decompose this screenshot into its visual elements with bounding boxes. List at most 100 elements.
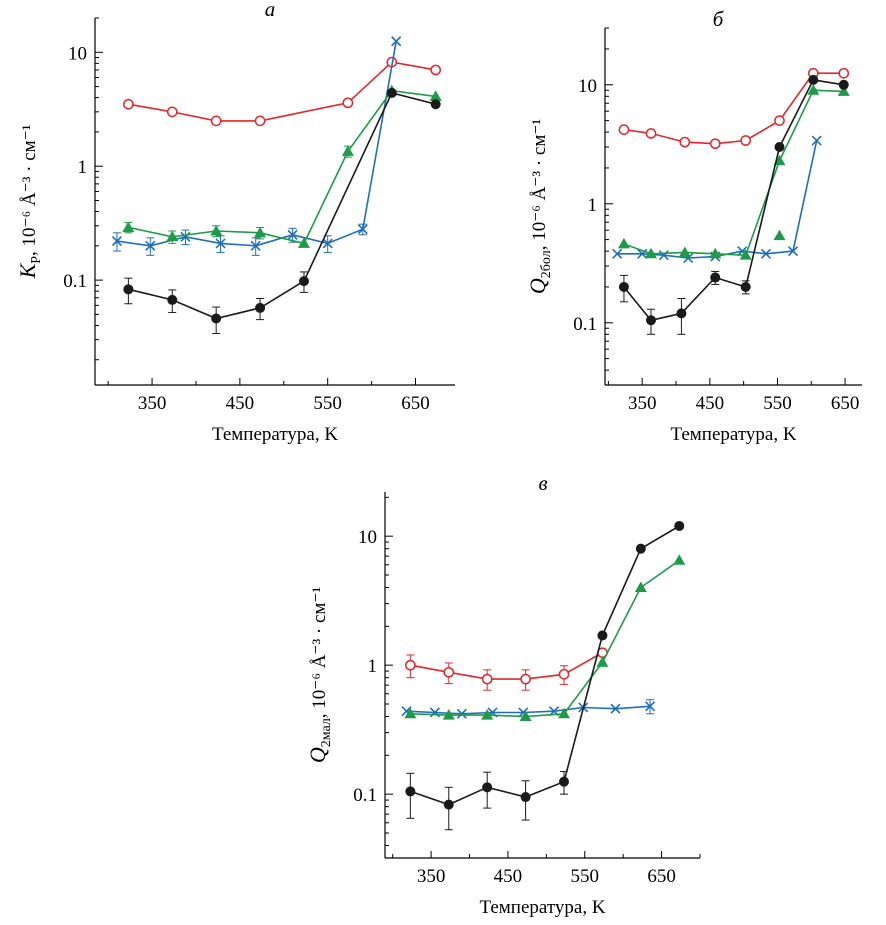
x-tick-label: 350 xyxy=(417,866,446,887)
data-point xyxy=(405,659,416,671)
data-point xyxy=(404,707,417,719)
series-3 xyxy=(617,84,850,260)
data-point xyxy=(760,248,772,259)
y-axis-label: KP, 10⁻⁶ Å⁻³ · см⁻¹ xyxy=(15,124,44,279)
x-tick-label: 350 xyxy=(138,393,167,414)
data-point xyxy=(443,666,455,678)
x-tick-label: 650 xyxy=(831,393,860,414)
data-point xyxy=(709,138,721,150)
y-tick-label: 0.1 xyxy=(63,271,87,292)
data-point xyxy=(341,145,354,156)
data-point xyxy=(596,656,609,667)
series-4 xyxy=(405,520,685,831)
panel-label: в xyxy=(538,471,547,495)
series-line xyxy=(410,652,603,680)
data-point xyxy=(634,581,647,593)
data-point xyxy=(481,709,494,720)
data-point xyxy=(808,74,819,85)
data-point xyxy=(298,276,309,287)
x-tick-label: 650 xyxy=(647,866,676,887)
series-line xyxy=(617,140,818,259)
y-tick-label: 1 xyxy=(368,656,378,677)
data-point xyxy=(391,36,402,47)
x-tick-label: 550 xyxy=(571,866,600,887)
data-point xyxy=(838,79,849,90)
data-point xyxy=(774,115,785,126)
y-tick-label: 1 xyxy=(588,195,598,216)
data-point xyxy=(637,248,648,259)
series-1 xyxy=(405,647,608,691)
y-tick-label: 1 xyxy=(78,157,88,178)
data-point xyxy=(430,64,442,76)
y-tick-label: 10 xyxy=(578,76,597,97)
data-point xyxy=(679,136,691,148)
x-axis-label: Температура, K xyxy=(212,424,338,445)
data-point xyxy=(740,281,751,292)
x-axis-label: Температура, K xyxy=(479,897,605,918)
x-tick-label: 450 xyxy=(226,393,255,414)
data-point xyxy=(167,294,178,305)
data-point xyxy=(254,115,266,127)
data-point xyxy=(774,142,785,152)
data-point xyxy=(180,231,191,242)
data-point xyxy=(709,247,722,259)
data-point xyxy=(837,85,850,96)
series-line xyxy=(623,79,844,322)
data-point xyxy=(430,99,441,110)
series-line xyxy=(128,91,436,320)
data-point xyxy=(558,707,571,719)
panel-label: а xyxy=(265,0,276,21)
data-point xyxy=(644,701,656,712)
series-3 xyxy=(404,554,686,722)
data-point xyxy=(287,229,298,240)
data-point xyxy=(166,106,178,118)
data-point xyxy=(210,224,223,236)
panel-2: 350 450 550 650 0.1 1 10 б Температура, K Q2бол, … xyxy=(525,7,862,445)
data-point xyxy=(674,520,685,531)
series-3 xyxy=(122,84,442,248)
data-point xyxy=(123,284,134,295)
series-line xyxy=(410,525,680,806)
data-point xyxy=(482,782,493,793)
data-point xyxy=(773,229,786,241)
data-point xyxy=(211,313,222,324)
data-point xyxy=(357,224,368,235)
series-line xyxy=(410,559,680,718)
data-point xyxy=(111,236,123,247)
data-point xyxy=(520,792,531,803)
x-tick-label: 350 xyxy=(628,393,657,414)
data-point xyxy=(710,272,721,283)
y-axis-label: Q2бол, 10⁻⁶ Å⁻³ · см⁻¹ xyxy=(525,119,554,294)
x-tick-label: 450 xyxy=(696,393,725,414)
y-tick-label: 0.1 xyxy=(573,314,597,335)
data-point xyxy=(405,786,416,797)
data-point xyxy=(429,90,442,101)
data-point xyxy=(255,302,266,313)
data-point xyxy=(250,240,261,251)
data-point xyxy=(618,124,630,135)
data-point xyxy=(122,221,135,232)
data-point xyxy=(807,84,820,95)
series-line xyxy=(623,72,844,145)
data-point xyxy=(210,115,222,127)
series-4 xyxy=(618,74,849,335)
data-point xyxy=(442,709,455,720)
data-point xyxy=(597,630,608,641)
data-point xyxy=(297,237,310,248)
data-point xyxy=(658,250,669,261)
series-2 xyxy=(612,135,822,264)
data-point xyxy=(678,246,691,257)
data-point xyxy=(456,708,467,719)
data-point xyxy=(520,673,531,685)
data-point xyxy=(811,135,822,146)
series-1 xyxy=(618,67,850,150)
data-point xyxy=(610,703,621,714)
data-point xyxy=(645,128,657,139)
data-point xyxy=(519,710,532,722)
panel-1: 350 450 550 650 0.1 1 10 а Температура, K KP, 10⁻… xyxy=(15,0,455,445)
data-point xyxy=(166,230,179,242)
series-4 xyxy=(123,87,441,334)
data-point xyxy=(443,799,454,810)
